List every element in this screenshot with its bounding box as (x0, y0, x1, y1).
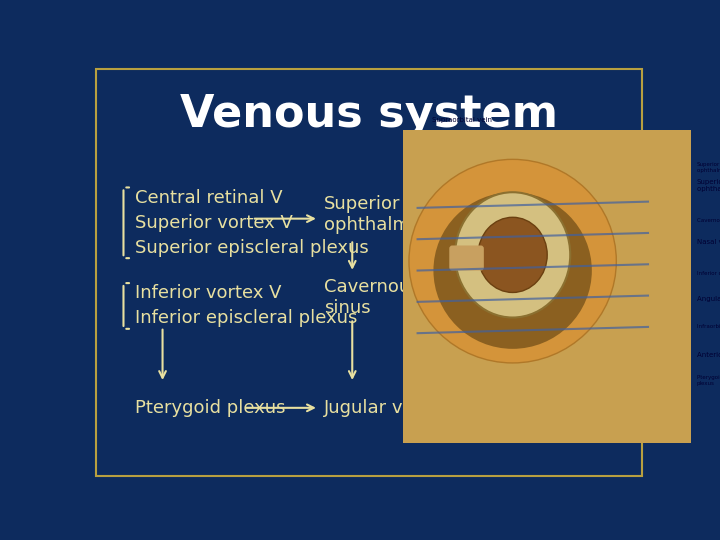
Text: Venous system: Venous system (180, 93, 558, 136)
Text: Nasal vein: Nasal vein (697, 239, 720, 245)
Text: Superior
ophthalmic vein: Superior ophthalmic vein (697, 162, 720, 173)
Text: Cavernous sinus: Cavernous sinus (697, 218, 720, 223)
Text: Central retinal V: Central retinal V (135, 189, 282, 207)
Text: sinus: sinus (324, 299, 371, 317)
Text: Supraorbital vein: Supraorbital vein (432, 117, 492, 123)
Circle shape (478, 217, 547, 293)
Text: Superior
ophthalmic vein: Superior ophthalmic vein (697, 179, 720, 192)
Ellipse shape (433, 192, 592, 349)
Text: Pterygoid venous
plexus: Pterygoid venous plexus (697, 375, 720, 386)
Text: Infraorbital vein: Infraorbital vein (697, 325, 720, 329)
Text: Superior episcleral plexus: Superior episcleral plexus (135, 239, 369, 256)
Text: Jugular v: Jugular v (324, 399, 404, 417)
Ellipse shape (409, 159, 616, 363)
FancyBboxPatch shape (403, 130, 691, 443)
Text: Inferior episcleral plexus: Inferior episcleral plexus (135, 309, 357, 327)
Text: ophthalmic V: ophthalmic V (324, 216, 444, 234)
Text: Inferior ophthal...: Inferior ophthal... (697, 271, 720, 276)
FancyBboxPatch shape (449, 246, 484, 271)
Text: Cavernous: Cavernous (324, 278, 420, 296)
Circle shape (455, 192, 570, 318)
Text: Superior vortex V: Superior vortex V (135, 214, 292, 232)
Text: Anterior facial vein: Anterior facial vein (697, 352, 720, 358)
Text: Pterygoid plexus: Pterygoid plexus (135, 399, 285, 417)
Text: Inferior vortex V: Inferior vortex V (135, 285, 281, 302)
Text: Superior: Superior (324, 195, 401, 213)
Text: Angular vein: Angular vein (697, 296, 720, 302)
